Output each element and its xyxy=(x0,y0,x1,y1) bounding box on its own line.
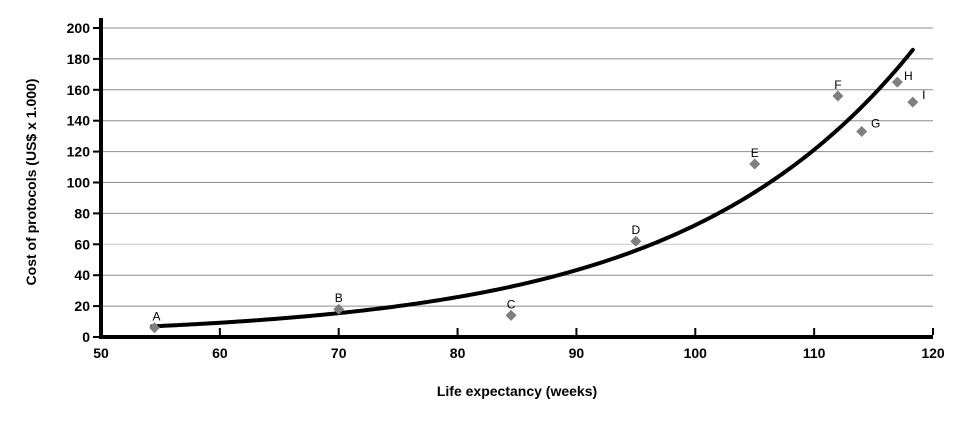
x-tick-label-100: 100 xyxy=(684,345,708,361)
trendline-curve xyxy=(150,47,915,329)
y-axis-title: Cost of protocols (US$ x 1.000) xyxy=(23,79,39,286)
point-label-G: G xyxy=(871,117,880,131)
y-tick-label-80: 80 xyxy=(74,205,90,221)
data-point-F xyxy=(832,90,844,102)
point-label-C: C xyxy=(507,297,516,311)
x-tick-label-120: 120 xyxy=(921,345,945,361)
y-tick-label-100: 100 xyxy=(67,175,91,191)
point-label-A: A xyxy=(152,310,160,324)
y-tick-label-20: 20 xyxy=(74,298,90,314)
y-tick-label-160: 160 xyxy=(67,82,91,98)
point-label-I: I xyxy=(922,88,925,102)
data-point-B xyxy=(333,303,345,315)
y-tick-label-180: 180 xyxy=(67,51,91,67)
data-point-H xyxy=(891,76,903,88)
x-tick-label-60: 60 xyxy=(212,345,228,361)
y-tick-label-60: 60 xyxy=(74,236,90,252)
x-tick-label-110: 110 xyxy=(803,345,826,361)
x-tick-label-90: 90 xyxy=(569,345,585,361)
y-tick-label-0: 0 xyxy=(82,329,90,345)
data-point-G xyxy=(856,126,868,138)
point-label-H: H xyxy=(904,69,913,83)
point-label-D: D xyxy=(632,223,641,237)
x-tick-label-70: 70 xyxy=(331,345,347,361)
y-tick-label-200: 200 xyxy=(67,20,91,36)
data-point-E xyxy=(749,158,761,170)
x-axis-title: Life expectancy (weeks) xyxy=(437,383,597,399)
y-tick-label-140: 140 xyxy=(67,113,91,129)
data-point-A xyxy=(148,322,160,334)
x-tick-label-50: 50 xyxy=(93,345,109,361)
data-point-D xyxy=(630,235,642,247)
data-point-C xyxy=(505,309,517,321)
point-label-E: E xyxy=(751,146,759,160)
y-tick-label-120: 120 xyxy=(67,144,91,160)
data-point-I xyxy=(907,96,919,108)
plot-generated: 0 20 40 60 80 100 120 140 160 180 200 50 60 70 80 90 100… xyxy=(67,18,945,361)
point-label-B: B xyxy=(335,291,343,305)
y-tick-label-40: 40 xyxy=(74,267,90,283)
x-tick-label-80: 80 xyxy=(450,345,466,361)
point-label-F: F xyxy=(834,78,841,92)
